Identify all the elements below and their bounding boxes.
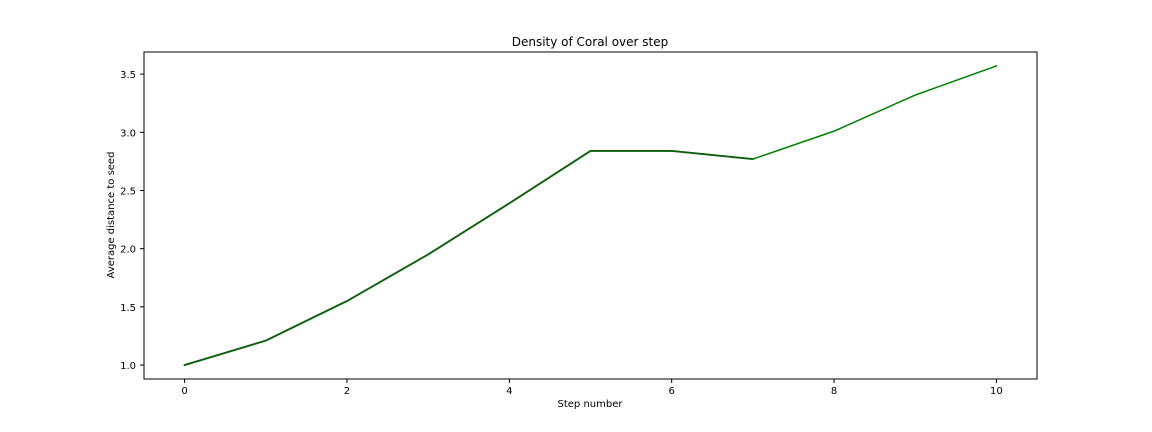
x-tick-label: 8 [831,386,837,397]
y-tick-label: 1.5 [120,303,136,314]
data-point [427,253,429,256]
plot-layer [183,65,998,366]
y-axis-ticks: 1.0 1.5 2.0 2.5 3.0 3.5 [120,70,144,372]
data-point [833,130,835,132]
data-point [914,94,917,96]
data-point [752,158,754,160]
chart-title: Density of Coral over step [512,35,669,49]
y-tick-label: 2.0 [120,245,136,256]
data-point [346,300,348,302]
y-tick-label: 2.5 [120,186,136,197]
x-tick-label: 2 [344,386,350,397]
data-point [183,364,186,366]
x-tick-label: 0 [181,386,187,397]
y-axis-label: Average distance to seed [106,152,117,279]
data-point [589,150,592,152]
data-point [264,339,267,342]
plot-frame [143,51,1038,380]
data-point [508,202,511,205]
x-tick-label: 10 [990,386,1003,397]
y-tick-label: 3.5 [120,70,136,81]
x-axis-ticks: 0 2 4 6 8 10 [181,379,1003,397]
x-tick-label: 6 [668,386,674,397]
x-axis-label: Step number [558,399,624,410]
data-point [670,150,673,152]
series-line-overlap [183,149,754,366]
y-tick-label: 1.0 [120,361,136,372]
data-point [995,65,998,67]
x-tick-label: 4 [506,386,512,397]
y-tick-label: 3.0 [120,128,136,139]
